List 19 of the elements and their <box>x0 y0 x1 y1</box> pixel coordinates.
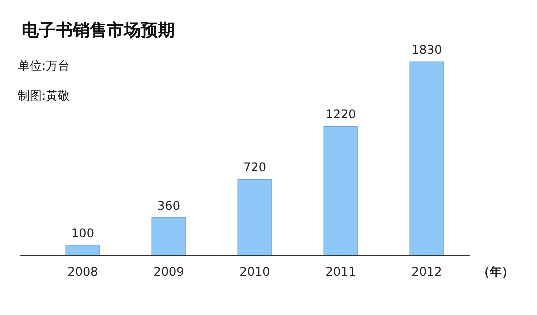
data-label: 1220 <box>326 108 356 122</box>
bar <box>324 126 358 256</box>
x-axis-title: （年） <box>478 265 514 279</box>
data-label: 100 <box>72 226 94 240</box>
x-tick-label: 2010 <box>240 265 270 279</box>
chart-title: 电子书销售市场预期 <box>22 21 175 41</box>
annotation: 制图:黃敬 <box>18 89 70 103</box>
x-tick-label: 2011 <box>326 265 356 279</box>
data-label: 360 <box>158 198 180 213</box>
bar <box>238 179 272 256</box>
data-label: 720 <box>244 160 266 175</box>
bar <box>410 62 444 256</box>
bar <box>66 245 100 256</box>
x-tick-label: 2008 <box>68 265 98 279</box>
data-label: 1830 <box>412 43 442 57</box>
x-tick-label: 2012 <box>412 265 442 279</box>
annotation: 单位:万台 <box>18 59 70 73</box>
x-tick-label: 2009 <box>154 265 184 279</box>
bar <box>152 218 186 256</box>
